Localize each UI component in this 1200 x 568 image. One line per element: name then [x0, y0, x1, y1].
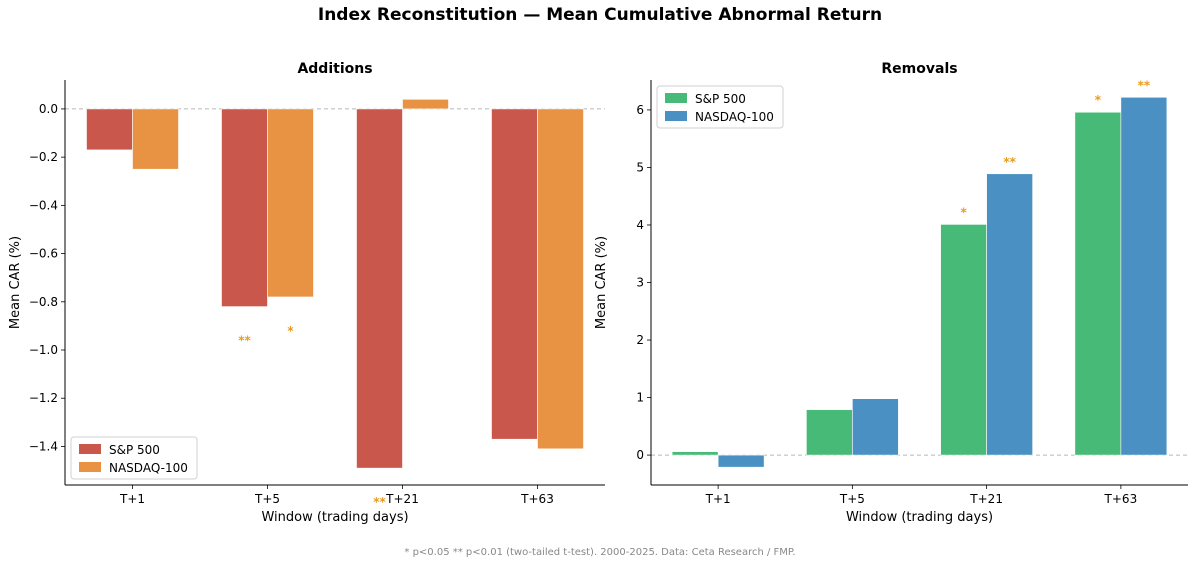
panel-1-y-tick-label: −1.2: [29, 391, 58, 405]
panel-2-y-tick-label: 4: [636, 218, 644, 232]
panel-2-legend: [656, 85, 784, 129]
panel-2-bar: [671, 451, 719, 456]
panel-1-y-axis-label: Mean CAR (%): [8, 236, 23, 329]
panel-1-bar: [86, 108, 133, 151]
panel-2-bar: [1120, 96, 1168, 456]
panel-1-bar: [491, 108, 538, 440]
panel-1-bar: [356, 108, 403, 469]
footnote: * p<0.05 ** p<0.01 (two-tailed t-test). …: [404, 547, 796, 558]
panel-2-bar: [852, 398, 899, 456]
panel-2-y-tick-label: 0: [636, 448, 644, 462]
panel-2-title: Removals: [881, 61, 957, 77]
panel-1-legend-swatch: [79, 462, 101, 472]
panel-2-bar: [940, 224, 987, 456]
panel-1-legend-swatch: [79, 444, 101, 454]
panel-2-significance-marker: **: [1003, 155, 1016, 169]
panel-2-bar: [717, 454, 765, 468]
panel-2-y-tick-label: 5: [636, 160, 644, 174]
panel-1-y-tick-label: −1.4: [29, 439, 58, 453]
panel-1-x-tick-label: T+1: [119, 492, 145, 506]
panel-2-legend-swatch: [665, 93, 687, 103]
panel-2-x-tick-label: T+1: [705, 492, 731, 506]
panel-1-bar: [267, 108, 314, 298]
panel-1-y-tick-label: −0.6: [29, 247, 58, 261]
panel-2-y-tick-label: 1: [636, 391, 644, 405]
panel-1-title: Additions: [297, 61, 372, 77]
panel-2-y-tick-label: 3: [636, 276, 644, 290]
panel-2-y-axis-label: Mean CAR (%): [594, 236, 609, 329]
panel-1-bar: [221, 108, 268, 307]
panel-1-y-tick-label: −0.4: [29, 198, 58, 212]
panel-1-y-tick-label: −0.2: [29, 150, 58, 164]
panel-1-x-tick-label: T+21: [385, 492, 419, 506]
panel-1-bar: [132, 108, 179, 170]
panel-1-significance-marker: **: [238, 334, 251, 348]
panel-1-significance-marker: **: [373, 495, 386, 509]
panel-2-legend-swatch: [665, 111, 687, 121]
panel-1-significance-marker: *: [287, 324, 294, 338]
panel-2-significance-marker: **: [1138, 78, 1151, 92]
panel-2-x-axis-label: Window (trading days): [846, 510, 993, 525]
panel-2-bar: [986, 173, 1033, 456]
panel-1-legend-label: NASDAQ-100: [109, 461, 188, 475]
panel-2-bar: [1074, 111, 1122, 456]
panel-1-x-tick-label: T+63: [520, 492, 554, 506]
panel-1-x-tick-label: T+5: [254, 492, 280, 506]
panel-2-x-tick-label: T+21: [969, 492, 1003, 506]
panel-2-legend-label: S&P 500: [695, 92, 746, 106]
panel-2-y-tick-label: 2: [636, 333, 644, 347]
panel-2-x-tick-label: T+63: [1104, 492, 1138, 506]
panel-1-y-tick-label: −0.8: [29, 295, 58, 309]
panel-1-y-tick-label: 0.0: [39, 102, 58, 116]
panel-1-legend-label: S&P 500: [109, 443, 160, 457]
panel-1-x-axis-label: Window (trading days): [261, 510, 408, 525]
panel-1-legend: [70, 436, 198, 480]
panel-2-significance-marker: *: [960, 205, 967, 219]
panel-1-bar: [537, 108, 584, 450]
figure-title: Index Reconstitution — Mean Cumulative A…: [317, 5, 883, 25]
panel-2-legend-label: NASDAQ-100: [695, 110, 774, 124]
panel-2-x-tick-label: T+5: [839, 492, 865, 506]
panel-1-bar: [402, 98, 449, 110]
panel-2-y-tick-label: 6: [636, 103, 644, 117]
panel-2-bar: [806, 409, 853, 456]
panel-1-y-tick-label: −1.0: [29, 343, 58, 357]
panel-2-significance-marker: *: [1095, 93, 1102, 107]
